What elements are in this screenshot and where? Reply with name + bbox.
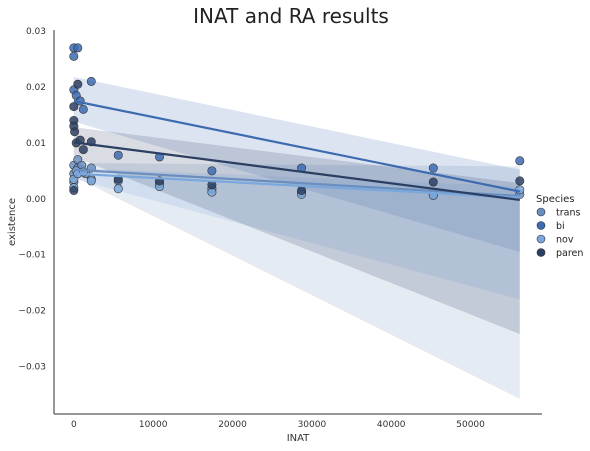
point-bi — [428, 163, 438, 173]
point-bi — [78, 104, 88, 114]
point-paren — [73, 79, 83, 89]
point-nov — [113, 184, 123, 194]
point-bi — [515, 156, 525, 166]
regression-lines — [73, 99, 521, 202]
x-axis-label: INAT — [287, 433, 310, 444]
point-paren — [515, 176, 525, 186]
point-paren — [297, 185, 307, 195]
confidence-band-trans — [73, 163, 520, 399]
legend-title: Species — [536, 194, 575, 205]
y-axis-label: existence — [7, 198, 18, 246]
confidence-band-nov — [73, 168, 520, 300]
chart-title: INAT and RA results — [193, 4, 389, 28]
point-bi — [113, 150, 123, 160]
point-paren — [428, 177, 438, 187]
point-bi — [69, 51, 79, 61]
legend-label-nov: nov — [556, 235, 574, 246]
point-paren — [69, 102, 79, 112]
y-tick-label: 0.03 — [26, 27, 46, 37]
point-paren — [69, 185, 79, 195]
legend-label-bi: bi — [556, 221, 565, 232]
fit-line-bi — [73, 99, 521, 193]
x-tick-label: 30000 — [298, 420, 327, 430]
y-tick-label: 0.02 — [26, 83, 46, 93]
y-tick-labels: 0.03 0.02 0.01 0.00 −0.01 −0.02 −0.03 — [18, 27, 46, 372]
legend: Species trans bi nov paren — [536, 194, 583, 259]
legend-marker-bi — [536, 221, 546, 230]
x-tick-label: 20000 — [218, 420, 247, 430]
legend-label-trans: trans — [556, 208, 580, 219]
fit-line-trans — [73, 168, 520, 198]
legend-marker-paren — [536, 248, 546, 257]
point-paren — [78, 145, 88, 155]
legend-marker-trans — [536, 207, 546, 217]
confidence-bands — [73, 76, 520, 399]
point-bi — [207, 166, 217, 176]
confidence-band-bi — [73, 76, 520, 252]
fit-line-paren — [73, 141, 520, 202]
point-bi — [73, 43, 83, 53]
y-tick-label: −0.01 — [18, 251, 46, 261]
x-tick-label: 40000 — [377, 420, 406, 430]
point-paren — [70, 127, 80, 137]
x-tick-labels: 0 10000 20000 30000 40000 50000 — [71, 420, 485, 430]
x-tick-label: 10000 — [139, 420, 168, 430]
legend-label-paren: paren — [556, 248, 583, 259]
y-tick-label: 0.00 — [26, 195, 46, 205]
y-tick-label: −0.03 — [18, 362, 46, 372]
legend-marker-nov — [536, 234, 546, 244]
y-tick-label: −0.02 — [18, 307, 46, 317]
x-tick-label: 0 — [71, 420, 77, 430]
y-tick-label: 0.01 — [26, 139, 46, 149]
point-nov — [86, 176, 96, 186]
x-tick-label: 50000 — [456, 420, 485, 430]
point-bi — [86, 76, 96, 86]
fit-line-nov — [73, 172, 520, 199]
